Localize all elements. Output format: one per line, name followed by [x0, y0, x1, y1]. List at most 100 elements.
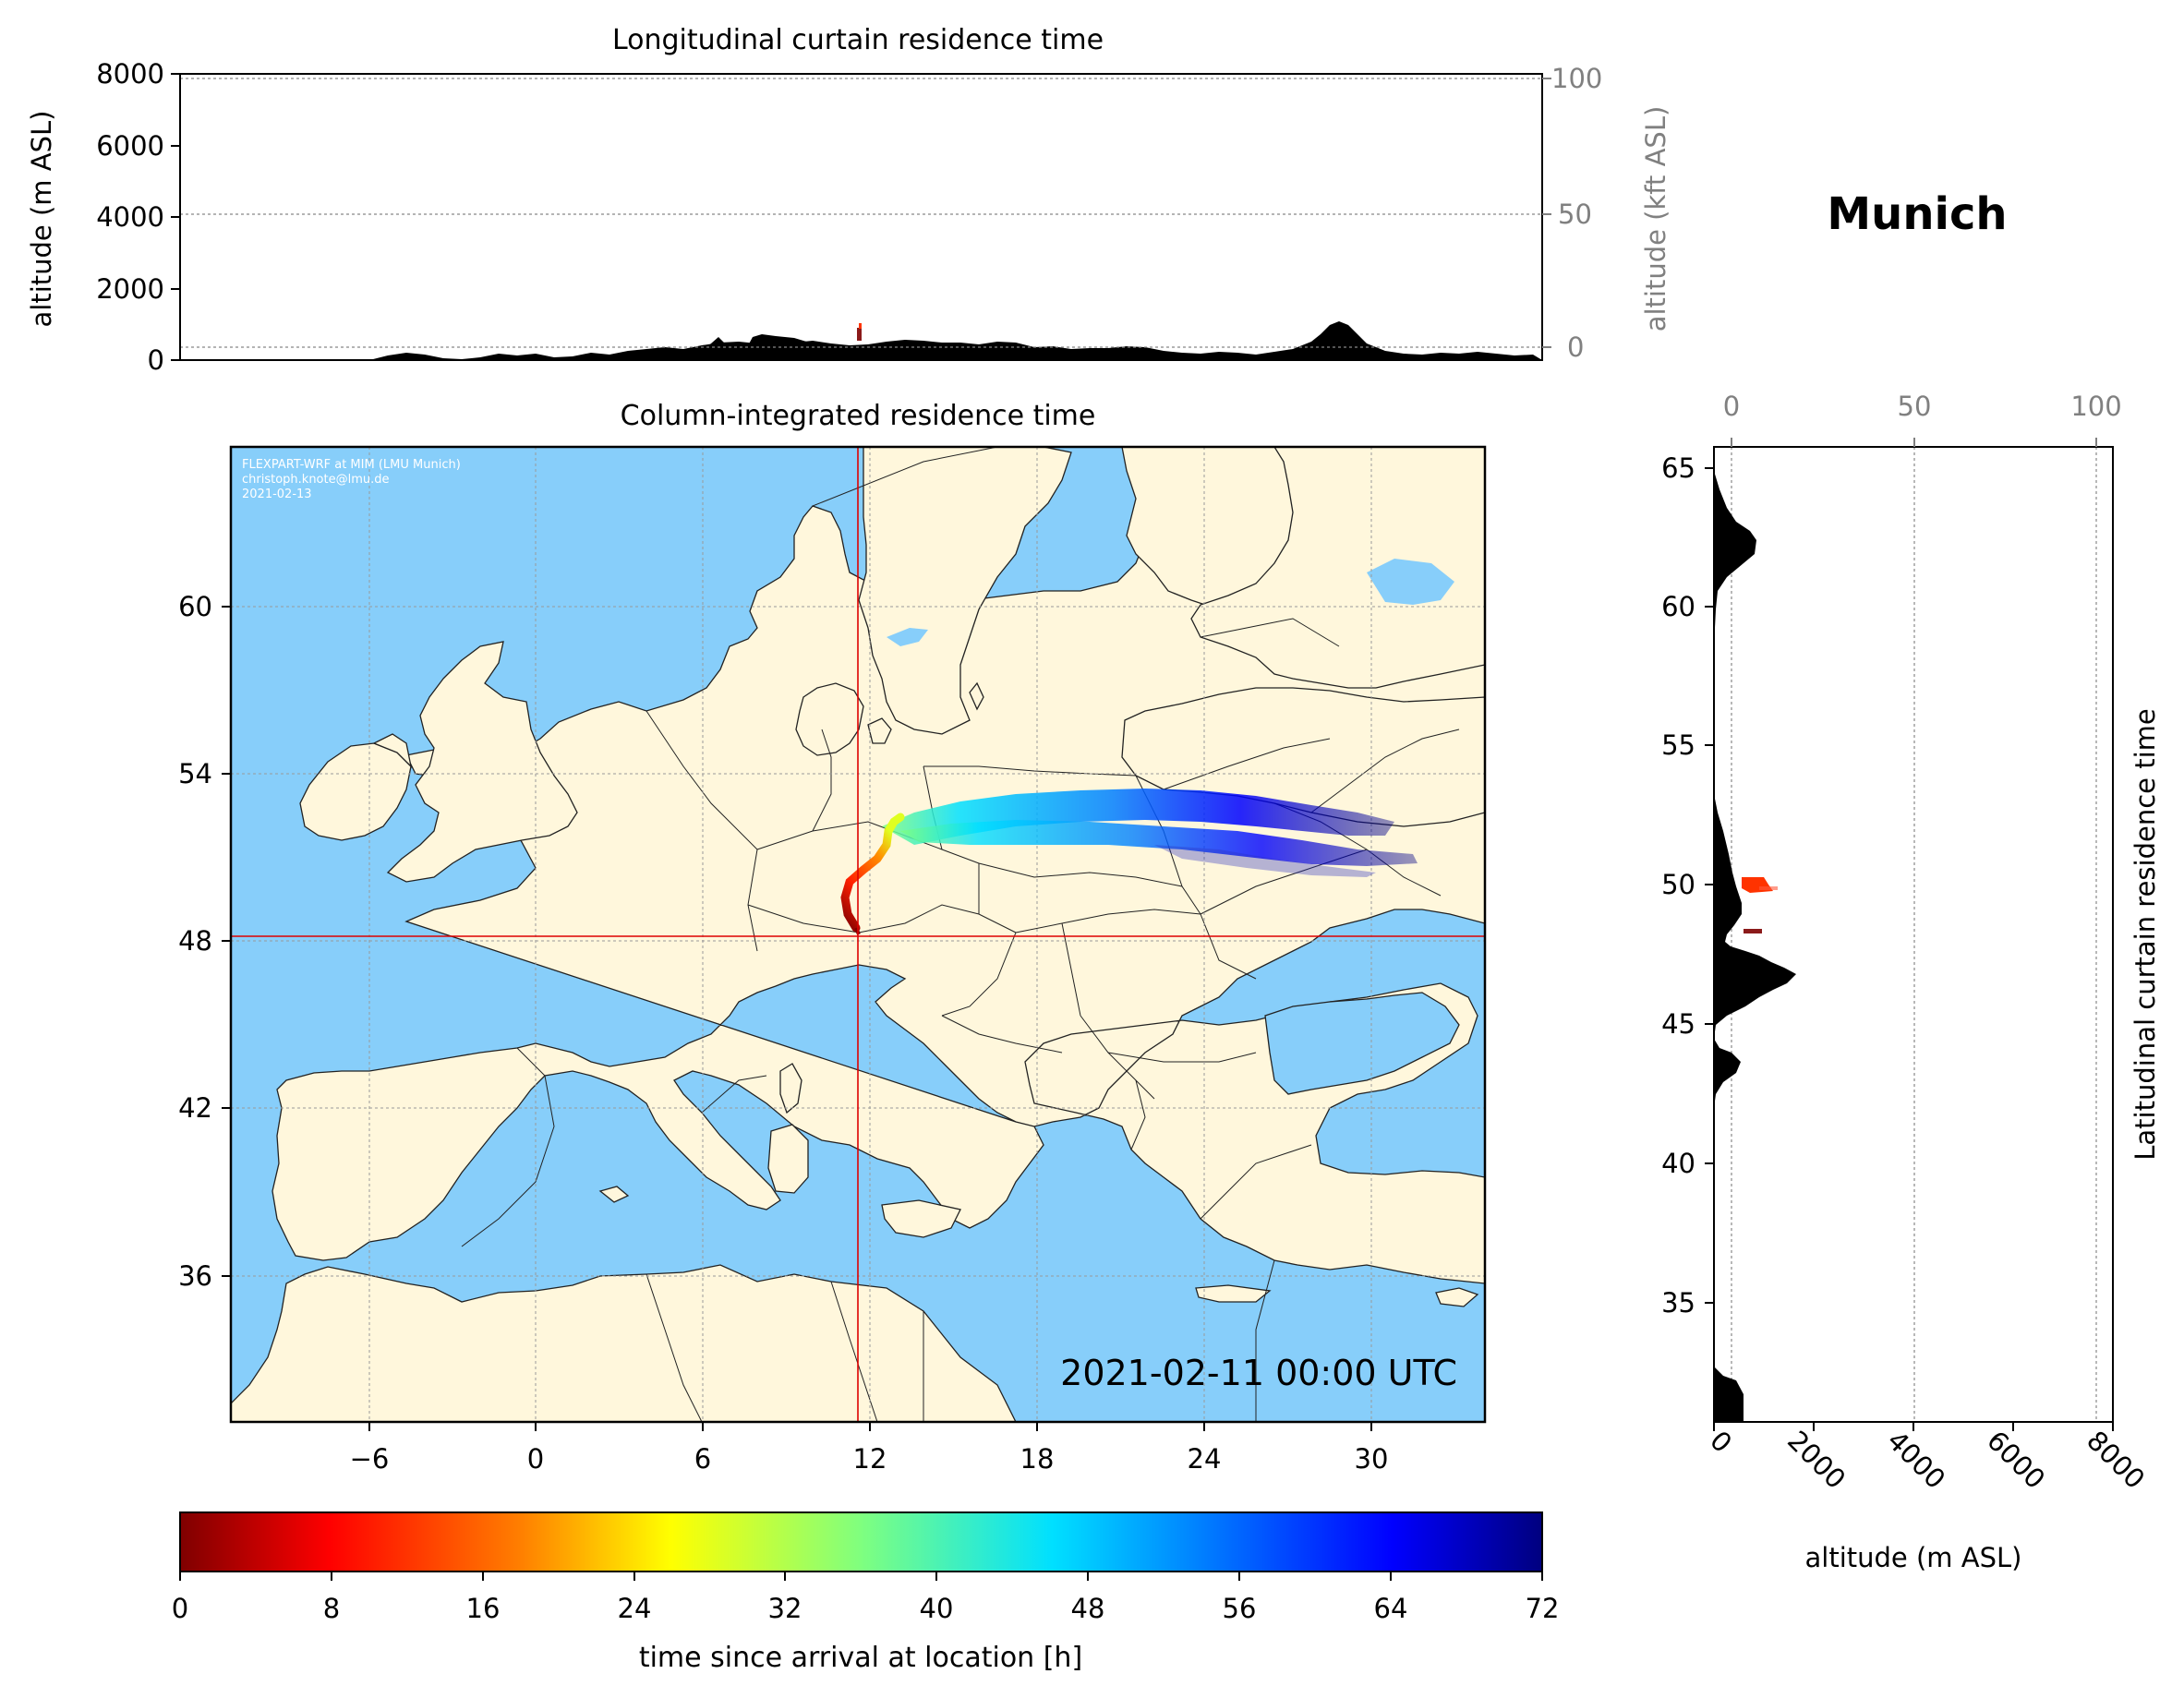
- latitudinal-curtain-panel: 35 40 45 50 55 60 65 0 50 100 0 2000 400…: [1661, 391, 2161, 1573]
- latitudinal-residence-mark: [1742, 877, 1773, 893]
- side-lat-tick: 45: [1661, 1008, 1695, 1040]
- top-left-tick: 6000: [96, 130, 164, 162]
- column-integrated-map-panel: Column-integrated residence time: [178, 400, 1487, 1475]
- longitudinal-residence-mark-2: [859, 323, 862, 329]
- credit-block: FLEXPART-WRF at MIM (LMU Munich) christo…: [242, 458, 461, 501]
- top-left-tick: 2000: [96, 273, 164, 305]
- northern-ireland: [372, 733, 413, 768]
- side-lat-tick: 55: [1661, 729, 1695, 761]
- top-right-tick: 0: [1567, 331, 1584, 363]
- side-top-tick: 50: [1898, 391, 1932, 422]
- scandinavia: [858, 447, 1072, 735]
- colorbar-tick: 0: [172, 1593, 188, 1624]
- plume-band-tail: [1154, 845, 1376, 877]
- colorbar-tick: 32: [768, 1593, 802, 1624]
- plume-band-north: [882, 789, 1394, 845]
- map-frame: [229, 445, 1487, 1424]
- top-left-tick: 4000: [96, 201, 164, 233]
- colorbar-tick: 16: [466, 1593, 501, 1624]
- gotland: [969, 681, 984, 711]
- crete: [1195, 1284, 1272, 1303]
- side-bottom-tick: 2000: [1781, 1425, 1852, 1495]
- colorbar-tick: 72: [1526, 1593, 1560, 1624]
- top-right-ylabel: altitude (kft ASL): [1640, 106, 1671, 332]
- map-lat-axis: 36 42 48 54 60: [178, 591, 231, 1292]
- longitudinal-panel-frame: [179, 73, 1543, 361]
- colorbar-tick: 8: [323, 1593, 340, 1624]
- side-xlabel: altitude (m ASL): [1805, 1542, 2022, 1573]
- top-right-tick: 100: [1551, 63, 1602, 94]
- colorbar-ticks: 0 8 16 24 32 40 48 56 64 72: [172, 1572, 1560, 1624]
- side-bottom-tick: 4000: [1881, 1425, 1951, 1495]
- top-left-axis: 0 2000 4000 6000 8000: [96, 58, 180, 376]
- colorbar-tick: 24: [618, 1593, 652, 1624]
- colorbar-label: time since arrival at location [h]: [639, 1642, 1082, 1674]
- side-top-tick: 100: [2070, 391, 2121, 422]
- side-bottom-tick: 8000: [2081, 1425, 2151, 1495]
- zealand: [867, 717, 892, 744]
- balearics: [598, 1186, 630, 1203]
- residence-time-plume: [840, 789, 1418, 935]
- colorbar-tick: 48: [1071, 1593, 1105, 1624]
- denmark: [795, 682, 864, 756]
- country-borders: [461, 447, 1460, 1422]
- top-left-tick: 0: [148, 344, 164, 376]
- side-lat-axis: 35 40 45 50 55 60 65: [1661, 452, 1714, 1319]
- map-lon-tick: 6: [694, 1443, 711, 1475]
- map-lon-tick: −6: [350, 1443, 390, 1475]
- side-ylabel: Latitudinal curtain residence time: [2130, 708, 2161, 1161]
- top-left-ylabel: altitude (m ASL): [26, 111, 57, 328]
- longitudinal-terrain-profile: [180, 321, 1542, 360]
- colorbar: 0 8 16 24 32 40 48 56 64 72 time since a…: [172, 1511, 1560, 1674]
- great-britain: [386, 641, 578, 883]
- side-lat-tick: 60: [1661, 591, 1695, 622]
- map-lat-tick: 60: [178, 591, 212, 622]
- plume-trail: [840, 813, 905, 933]
- map-lon-tick: 12: [853, 1443, 887, 1475]
- side-bottom-axis: 0 2000 4000 6000 8000: [1704, 1422, 2151, 1495]
- plume-band-south: [900, 820, 1418, 866]
- sardinia: [767, 1124, 809, 1194]
- map-lat-tick: 54: [178, 758, 212, 789]
- black-sea-interior: [1264, 992, 1460, 1095]
- sicily: [881, 1199, 961, 1238]
- lake-ladoga: [1367, 559, 1454, 605]
- latitudinal-residence-mark-3: [1744, 929, 1762, 933]
- place-title: Munich: [1827, 188, 2007, 240]
- side-bottom-tick: 0: [1704, 1425, 1738, 1459]
- longitudinal-curtain-panel: Longitudinal curtain residence time 0 20…: [26, 24, 1671, 376]
- map-lon-tick: 18: [1020, 1443, 1055, 1475]
- corsica: [779, 1063, 802, 1114]
- map-timestamp: 2021-02-11 00:00 UTC: [1060, 1353, 1457, 1393]
- longitudinal-panel-title: Longitudinal curtain residence time: [612, 24, 1104, 56]
- credit-line: christoph.knote@lmu.de: [242, 473, 390, 487]
- side-bottom-tick: 6000: [1981, 1425, 2051, 1495]
- longitudinal-residence-mark: [857, 328, 862, 341]
- map-lon-tick: 0: [527, 1443, 544, 1475]
- top-right-axis: 0 50 100: [1542, 63, 1602, 363]
- latitudinal-residence-mark-2: [1759, 886, 1778, 890]
- colorbar-tick: 64: [1374, 1593, 1408, 1624]
- latitudinal-panel-frame: [1713, 446, 2114, 1423]
- map-lon-tick: 30: [1355, 1443, 1389, 1475]
- side-lat-tick: 50: [1661, 869, 1695, 900]
- map-lon-tick: 24: [1188, 1443, 1222, 1475]
- side-lat-tick: 40: [1661, 1148, 1695, 1179]
- credit-line: 2021-02-13: [242, 488, 312, 501]
- map-lat-tick: 36: [178, 1260, 212, 1292]
- map-lat-tick: 48: [178, 925, 212, 957]
- map-panel-title: Column-integrated residence time: [621, 400, 1096, 432]
- side-lat-tick: 35: [1661, 1287, 1695, 1319]
- colorbar-gradient: [179, 1511, 1543, 1572]
- colorbar-tick: 56: [1223, 1593, 1257, 1624]
- lake-vanern: [887, 628, 928, 646]
- credit-line: FLEXPART-WRF at MIM (LMU Munich): [242, 458, 461, 472]
- cyprus: [1435, 1287, 1479, 1307]
- side-top-axis: 0 50 100: [1723, 391, 2122, 447]
- side-lat-tick: 65: [1661, 452, 1695, 484]
- side-top-tick: 0: [1723, 391, 1740, 422]
- latitudinal-terrain-profile: [1714, 447, 1796, 1422]
- top-right-tick: 50: [1558, 199, 1592, 230]
- colorbar-tick: 40: [920, 1593, 954, 1624]
- map-lat-tick: 42: [178, 1092, 212, 1124]
